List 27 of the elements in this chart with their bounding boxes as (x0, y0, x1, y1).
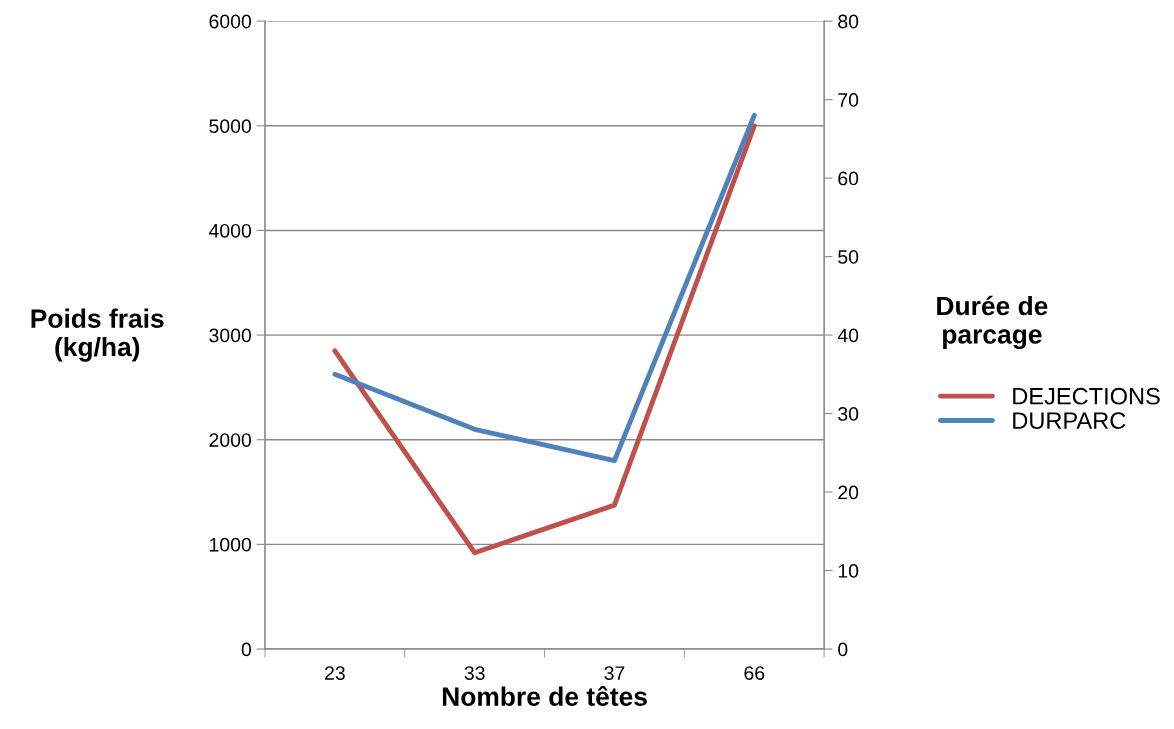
y2-tick-label: 40 (837, 328, 859, 343)
x-tick-label: 66 (744, 666, 765, 680)
y2-tick-label: 50 (838, 250, 859, 264)
y-tick-label: 5000 (209, 119, 252, 134)
y-tick-label: 4000 (208, 223, 252, 238)
x-axis-title: Nombre de têtes (442, 686, 647, 706)
x-tick-label: 33 (464, 666, 485, 680)
y2-axis-title: Durée de parcage (937, 295, 1048, 350)
y2-tick-label: 30 (838, 407, 859, 421)
y-axis-title: Poids frais (kg/ha) (31, 308, 164, 362)
x-tick-label: 37 (604, 666, 625, 680)
y-tick-label: 2000 (209, 433, 252, 447)
legend-label: DEJECTIONS (1013, 387, 1160, 405)
y-tick-label: 1000 (210, 537, 252, 552)
y2-tick-label: 20 (838, 485, 859, 500)
y2-tick-label: 60 (838, 171, 859, 186)
y2-tick-label: 70 (838, 93, 859, 107)
line-series (332, 123, 757, 556)
legend-label: DURPARC (1013, 412, 1126, 429)
y-tick-label: 3000 (209, 328, 252, 343)
line-series (332, 112, 757, 464)
y-tick-label: 0 (241, 642, 252, 657)
y2-tick-label: 80 (838, 14, 859, 29)
y-tick-label: 6000 (209, 14, 252, 29)
y2-tick-label: 10 (838, 564, 859, 578)
x-tick-label: 23 (325, 666, 345, 680)
y2-tick-label: 0 (838, 642, 848, 657)
